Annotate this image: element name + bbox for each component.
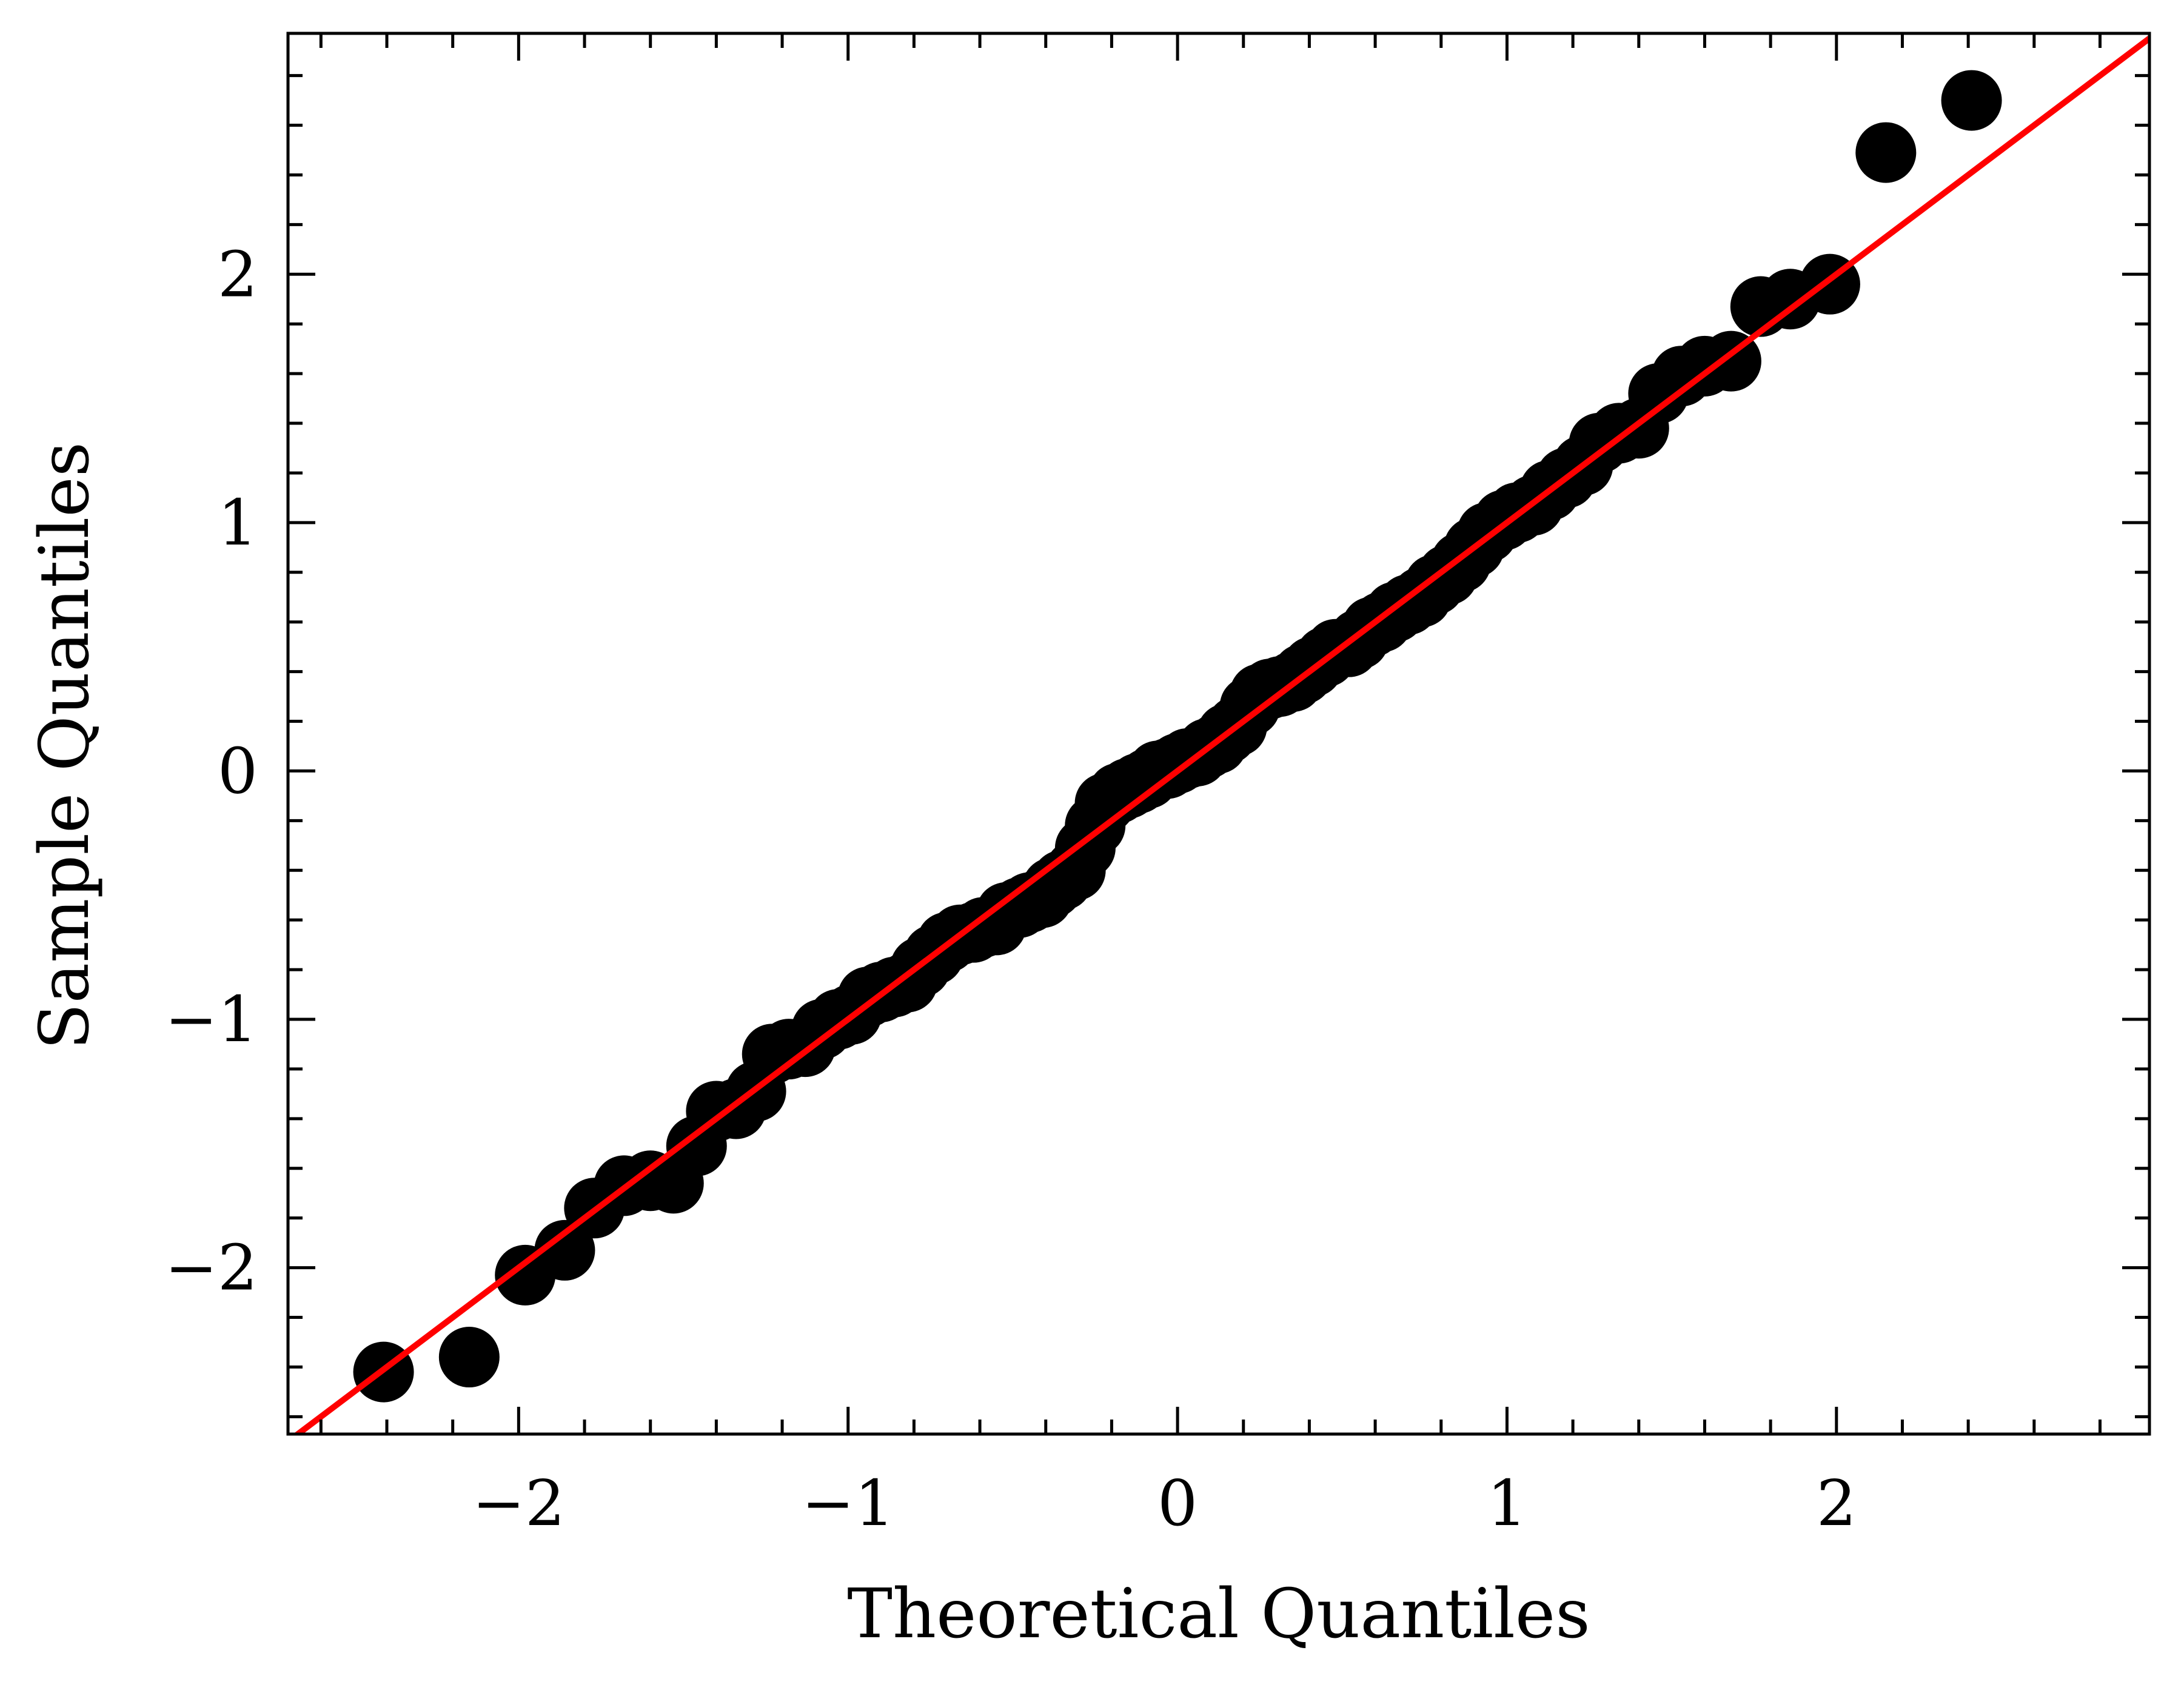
x-tick-label-0: −2 — [472, 1466, 565, 1540]
y-tick-label-1: −1 — [165, 982, 258, 1056]
reference-line-group — [292, 36, 2149, 1434]
x-tick-label-3: 1 — [1487, 1466, 1527, 1540]
x-axis-label: Theoretical Quantiles — [847, 1575, 1590, 1654]
reference-line — [292, 36, 2149, 1434]
y-axis-label: Sample Quantiles — [25, 442, 104, 1050]
data-point-89 — [1855, 122, 1917, 183]
plot-frame — [286, 32, 2151, 1436]
x-tick-label-2: 0 — [1157, 1466, 1198, 1540]
y-tick-label-4: 2 — [218, 237, 258, 311]
y-tick-label-2: 0 — [218, 734, 258, 808]
y-tick-label-3: 1 — [218, 486, 258, 560]
data-point-3 — [534, 1219, 595, 1281]
data-point-1 — [438, 1327, 500, 1388]
y-tick-label-0: −2 — [165, 1231, 258, 1305]
y-tick-labels: −2 −1 0 1 2 — [165, 237, 258, 1304]
x-tick-label-1: −1 — [802, 1466, 894, 1540]
axis-ticks — [288, 33, 2149, 1434]
x-tick-label-4: 2 — [1817, 1466, 1857, 1540]
x-tick-labels: −2 −1 0 1 2 — [472, 1466, 1857, 1540]
data-point-90 — [1941, 70, 2002, 131]
